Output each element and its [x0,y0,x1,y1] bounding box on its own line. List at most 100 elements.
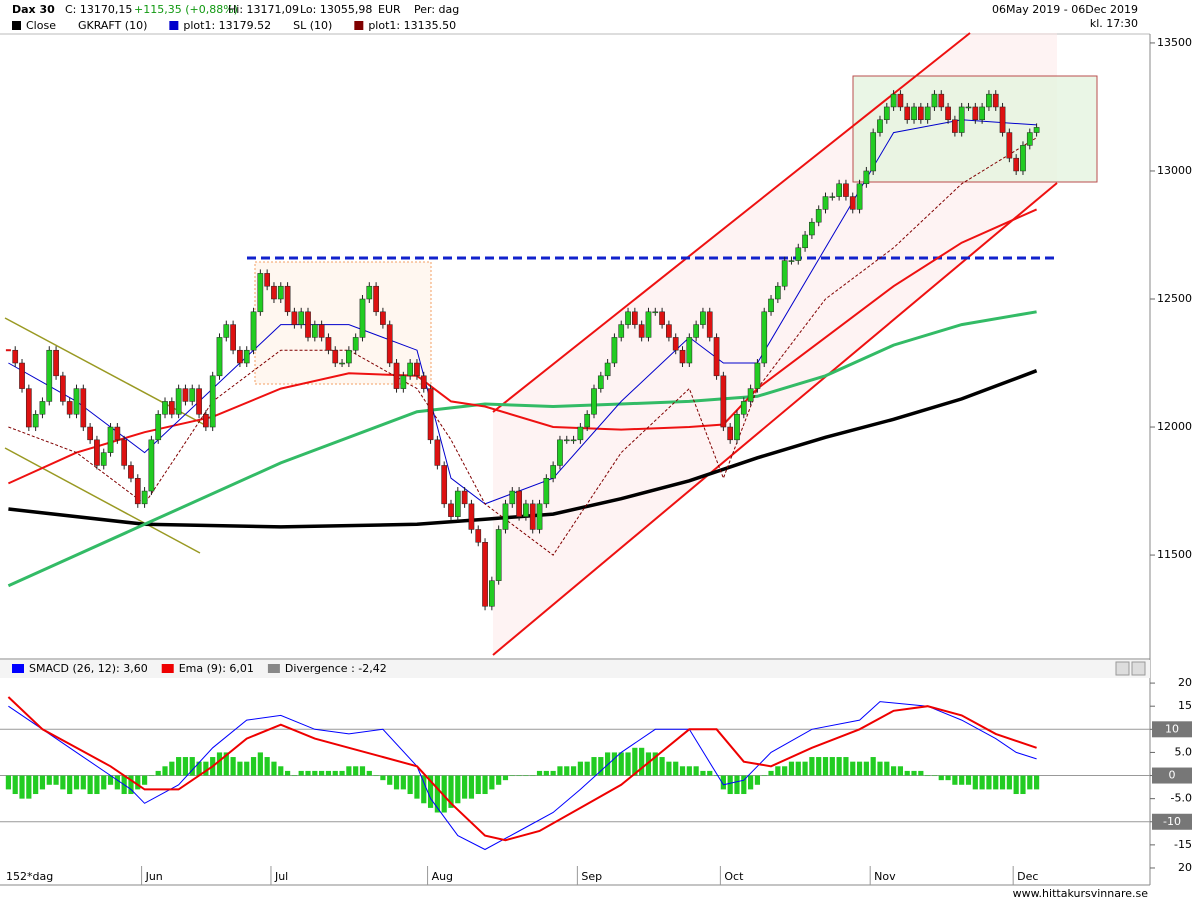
candle [264,273,271,287]
candle [223,324,230,338]
candle [189,388,196,402]
candle [666,324,672,338]
histogram-bar [305,770,311,776]
histogram-bar [911,770,917,776]
histogram-bar [325,770,332,776]
candle [986,93,992,108]
candle [94,439,100,466]
candle [1026,132,1033,146]
histogram-bar [809,757,815,776]
source: www.hittakursvinnare.se [1013,887,1149,900]
histogram-bar [822,757,829,776]
candle [441,465,448,505]
candle [359,298,366,338]
histogram-bar [73,775,80,790]
candle [917,106,924,121]
histogram-bar [829,757,835,776]
histogram-bar [713,775,720,777]
x-tick-label: Oct [724,870,744,883]
marker-box [1152,721,1192,738]
candle [386,324,393,364]
candle [652,311,659,314]
histogram-bar [625,752,631,776]
candle [380,311,386,325]
zoom-button[interactable] [1115,661,1130,676]
candle [346,349,352,364]
histogram-bar [788,761,795,776]
legend-label: plot1: 13179.52 [183,19,271,32]
y-tick-label: 20 [1178,861,1192,874]
candle [774,285,781,300]
candle [632,311,638,325]
candle [550,465,556,479]
candle [216,337,223,377]
candle [257,273,264,313]
histogram-bar [148,775,154,777]
histogram-bar [802,761,808,776]
histogram-bar [257,752,263,776]
histogram-bar [918,770,924,776]
close-button[interactable] [1131,661,1146,676]
histogram-bar [80,775,86,790]
candle [625,311,631,325]
candle [883,106,890,121]
histogram-bar [407,775,413,795]
histogram-bar [550,770,556,776]
candle [502,503,509,530]
candle [781,260,788,287]
legend-label: Ema (9): 6,01 [179,662,254,675]
x-tick-label: Sep [581,870,602,883]
marker-box [1152,767,1192,784]
candle [516,490,522,517]
candle [938,93,945,108]
indicator-line [7,696,1037,842]
histogram-bar [250,757,257,776]
histogram-bar [380,775,386,781]
candle [584,413,591,428]
candle [570,439,577,442]
histogram-bar [570,766,577,776]
candle [237,349,243,364]
candle [400,375,407,389]
candle [209,375,216,428]
candle [856,183,863,210]
candle [890,93,897,108]
candle [32,413,39,428]
histogram-bar [795,761,801,776]
histogram-bar [441,775,447,813]
y-tick-label: -15 [1174,838,1192,851]
histogram-bar [19,775,25,799]
histogram-bar [114,775,120,790]
candle [849,196,856,210]
histogram-bar [264,757,270,776]
marker-label: 10 [1165,722,1179,735]
candle [727,426,734,441]
histogram-bar [843,757,849,776]
histogram-bar [536,770,543,776]
y-tick-label: 13500 [1157,36,1192,49]
candle [747,388,754,402]
candle [700,311,706,325]
histogram-bar [46,775,52,785]
histogram-bar [652,752,658,776]
histogram-bar [673,761,679,776]
candle [740,401,747,415]
candle [19,362,25,389]
candle [80,388,87,428]
candle [311,324,318,338]
y-tick-label: 15 [1178,699,1192,712]
histogram-bar [1006,775,1012,790]
candle [972,106,979,121]
histogram-bar [298,770,304,776]
candle [87,426,93,441]
legend-swatch [354,21,364,30]
candle [489,580,495,607]
histogram-bar [332,770,338,776]
histogram-bar [856,761,863,776]
histogram-bar [393,775,400,790]
histogram-bar [468,775,475,799]
candle [468,503,475,530]
candle [298,311,305,325]
candle [427,388,434,441]
histogram-bar [94,775,100,795]
